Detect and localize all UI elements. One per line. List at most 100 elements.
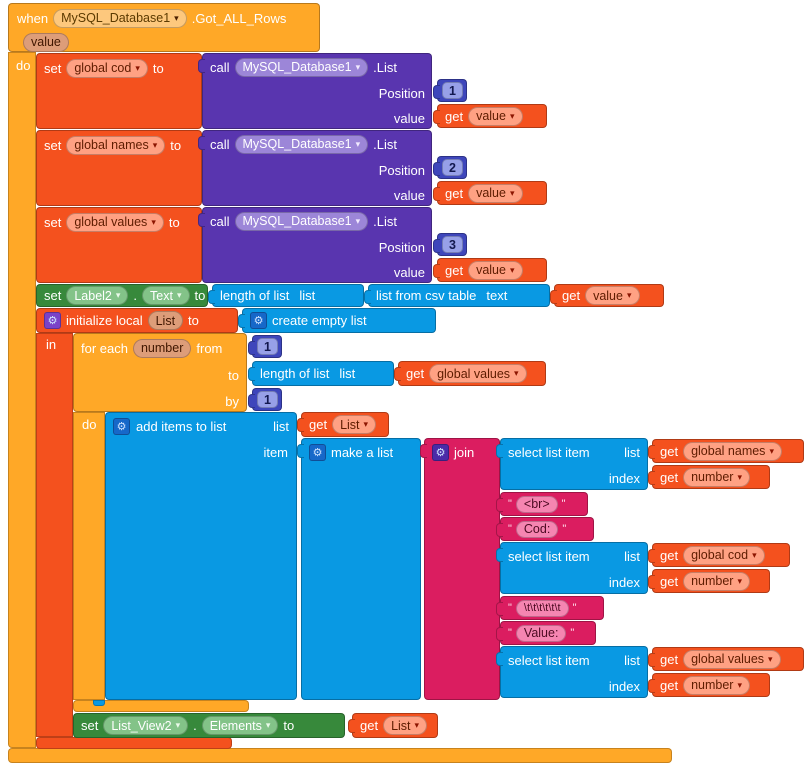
length-of-list-block[interactable]: length of list list (208, 284, 364, 307)
get-list-block[interactable]: get List ▾ (348, 713, 438, 738)
get-value-block[interactable]: get value ▾ (433, 181, 547, 205)
get-list-block[interactable]: get List ▾ (297, 412, 389, 437)
variable-dropdown[interactable]: number ▾ (683, 467, 750, 487)
number-block[interactable]: 3 (433, 233, 467, 256)
create-empty-list-block[interactable]: ⚙ create empty list (238, 308, 436, 333)
add-items-to-list-block[interactable]: ⚙ add items to list list item (105, 412, 297, 700)
variable-dropdown[interactable]: global values ▾ (683, 649, 781, 669)
open-quote: " (508, 627, 512, 639)
list-from-csv-table-block[interactable]: list from csv table text (364, 284, 550, 307)
component-dropdown[interactable]: Label2 ▾ (66, 286, 129, 305)
variable-dropdown[interactable]: number ▾ (683, 571, 750, 591)
component-dropdown[interactable]: MySQL_Database1 ▾ (234, 57, 369, 77)
in-label: in (46, 337, 57, 352)
number-block[interactable]: 2 (433, 156, 467, 179)
set-variable-block-names[interactable]: set global names ▾ to (36, 130, 202, 206)
length-of-list-block[interactable]: length of list list (248, 361, 394, 386)
set-property-block-label2[interactable]: set Label2 ▾ . Text ▾ to (36, 284, 208, 307)
variable-dropdown[interactable]: global values ▾ (429, 364, 527, 383)
select-list-item-label: select list item (508, 548, 590, 564)
for-each-bottom[interactable] (73, 700, 249, 712)
call-method-block[interactable]: call MySQL_Database1 ▾ .List Position va… (198, 53, 432, 129)
number-field[interactable]: 3 (442, 236, 463, 253)
get-global-cod-block[interactable]: get global cod ▾ (648, 543, 790, 567)
for-each-left-wall[interactable] (73, 412, 105, 700)
number-block[interactable]: 1 (248, 388, 282, 411)
make-a-list-block[interactable]: ⚙ make a list (297, 438, 421, 700)
get-global-values-block[interactable]: get global values ▾ (394, 361, 546, 386)
variable-dropdown[interactable]: value ▾ (585, 286, 640, 305)
loop-variable-chip[interactable]: number (132, 338, 192, 358)
variable-dropdown[interactable]: global names ▾ (66, 135, 166, 155)
event-param-value-chip[interactable]: value (23, 32, 69, 52)
when-block-bottom[interactable] (8, 748, 672, 763)
for-each-block[interactable]: for each number from to by (73, 333, 247, 412)
set-variable-block-values[interactable]: set global values ▾ to (36, 207, 202, 283)
variable-dropdown[interactable]: value ▾ (468, 260, 523, 280)
number-field[interactable]: 2 (442, 159, 463, 176)
get-number-block[interactable]: get number ▾ (648, 465, 770, 489)
number-field[interactable]: 1 (257, 338, 278, 355)
set-keyword: set (44, 288, 62, 303)
mutator-gear-icon[interactable]: ⚙ (113, 417, 130, 435)
property-dropdown[interactable]: Elements ▾ (201, 716, 279, 735)
select-list-item-block[interactable]: select list item list index (496, 542, 648, 594)
property-dropdown[interactable]: Text ▾ (142, 286, 190, 305)
text-field[interactable]: Value: (515, 624, 567, 642)
text-string-block[interactable]: " Cod: " (496, 517, 594, 541)
text-field[interactable]: <br> (515, 495, 558, 513)
get-global-values-block[interactable]: get global values ▾ (648, 647, 804, 671)
number-block[interactable]: 1 (433, 79, 467, 102)
number-block[interactable]: 1 (248, 335, 282, 358)
mutator-gear-icon[interactable]: ⚙ (44, 312, 61, 329)
variable-dropdown[interactable]: List ▾ (383, 716, 428, 735)
variable-dropdown[interactable]: global cod ▾ (683, 545, 765, 565)
select-list-item-block[interactable]: select list item list index (496, 646, 648, 698)
variable-name: global values (437, 366, 511, 381)
mutator-gear-icon[interactable]: ⚙ (250, 312, 267, 329)
local-variable-chip[interactable]: List (147, 311, 184, 330)
initialize-local-bottom[interactable] (36, 737, 232, 749)
get-value-block[interactable]: get value ▾ (550, 284, 664, 307)
text-string-block[interactable]: " Value: " (496, 621, 596, 645)
select-list-item-block[interactable]: select list item list index (496, 438, 648, 490)
open-quote: " (508, 523, 512, 535)
mutator-gear-icon[interactable]: ⚙ (309, 443, 326, 461)
text-string-block[interactable]: " \t\t\t\t\t\t " (496, 596, 604, 620)
when-event-block[interactable]: when MySQL_Database1 ▾ .Got_ALL_Rows val… (8, 3, 320, 52)
call-method-block[interactable]: call MySQL_Database1 ▾ .List Position va… (198, 130, 432, 206)
param-name: value (31, 35, 61, 49)
call-method-block[interactable]: call MySQL_Database1 ▾ .List Position va… (198, 207, 432, 283)
initialize-local-left-wall[interactable] (36, 333, 73, 737)
text-string-block[interactable]: " <br> " (496, 492, 588, 516)
text-field[interactable]: \t\t\t\t\t\t (515, 599, 569, 617)
text-field[interactable]: Cod: (515, 520, 559, 538)
component-dropdown[interactable]: MySQL_Database1 ▾ (53, 8, 187, 28)
number-field[interactable]: 1 (442, 82, 463, 99)
component-dropdown[interactable]: MySQL_Database1 ▾ (234, 134, 369, 154)
variable-dropdown[interactable]: value ▾ (468, 183, 523, 203)
list-socket-label: list (299, 288, 316, 303)
dropdown-caret-icon: ▾ (363, 419, 369, 429)
get-value-block[interactable]: get value ▾ (433, 104, 547, 128)
variable-dropdown[interactable]: value ▾ (468, 106, 523, 126)
variable-dropdown[interactable]: List ▾ (332, 415, 377, 434)
set-variable-block-cod[interactable]: set global cod ▾ to (36, 53, 202, 129)
component-dropdown[interactable]: MySQL_Database1 ▾ (234, 211, 369, 231)
get-number-block[interactable]: get number ▾ (648, 673, 770, 697)
variable-dropdown[interactable]: global names ▾ (683, 441, 782, 461)
set-property-block-listview[interactable]: set List_View2 ▾ . Elements ▾ to (73, 713, 345, 738)
get-number-block[interactable]: get number ▾ (648, 569, 770, 593)
variable-dropdown[interactable]: global values ▾ (66, 212, 164, 232)
initialize-local-block[interactable]: ⚙ initialize local List to (36, 308, 238, 333)
component-dropdown[interactable]: List_View2 ▾ (103, 716, 189, 735)
mutator-gear-icon[interactable]: ⚙ (432, 443, 449, 461)
number-field[interactable]: 1 (257, 391, 278, 408)
variable-dropdown[interactable]: global cod ▾ (66, 58, 148, 78)
when-keyword: when (17, 10, 49, 26)
get-value-block[interactable]: get value ▾ (433, 258, 547, 282)
variable-dropdown[interactable]: number ▾ (683, 675, 750, 695)
join-block[interactable]: ⚙ join (420, 438, 500, 700)
get-global-names-block[interactable]: get global names ▾ (648, 439, 804, 463)
when-block-left-wall[interactable] (8, 52, 36, 748)
